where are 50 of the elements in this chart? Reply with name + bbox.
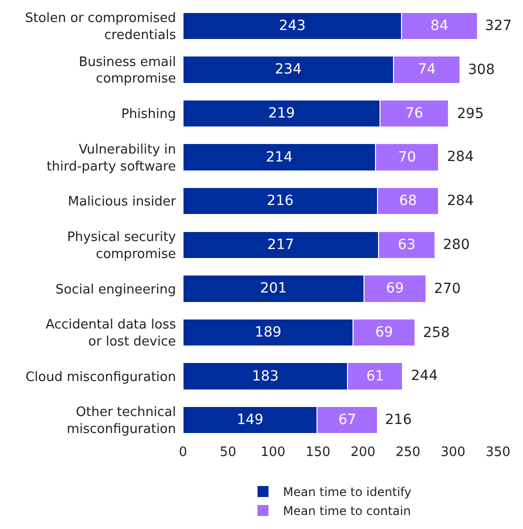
data-label: 183 xyxy=(252,368,279,384)
data-label: 217 xyxy=(267,236,294,253)
data-label: 243 xyxy=(278,18,306,34)
y-tick-label: Business email compromise xyxy=(78,54,176,87)
data-label: 189 xyxy=(254,324,282,340)
total-label: 280 xyxy=(443,237,470,253)
x-tick-label: 100 xyxy=(260,445,286,460)
data-label: 149 xyxy=(236,412,264,428)
x-tick-label: 0 xyxy=(178,445,188,460)
data-label: 214 xyxy=(266,149,293,166)
x-tick-label: 50 xyxy=(220,445,236,460)
data-label: 70 xyxy=(398,149,416,166)
data-label: 67 xyxy=(338,412,356,428)
data-label: 219 xyxy=(268,106,295,122)
total-label: 244 xyxy=(411,368,438,384)
x-tick-label: 250 xyxy=(396,445,420,460)
y-tick-label: Accidental data loss or lost device xyxy=(46,318,176,350)
total-label: 258 xyxy=(423,325,450,341)
data-label: 84 xyxy=(430,18,448,34)
legend-label: Mean time to contain xyxy=(283,504,411,518)
y-tick-label: Physical security compromise xyxy=(67,230,176,262)
y-tick-label: Social engineering xyxy=(56,282,176,298)
x-tick-label: 200 xyxy=(350,445,376,460)
total-label: 284 xyxy=(447,193,474,209)
y-tick-label: Other technical misconfiguration xyxy=(66,405,176,438)
data-label: 216 xyxy=(266,193,294,210)
data-label: 63 xyxy=(398,236,416,253)
total-label: 295 xyxy=(457,106,484,122)
data-label: 76 xyxy=(405,106,424,122)
data-label: 61 xyxy=(366,368,384,384)
data-label: 201 xyxy=(260,280,287,297)
total-label: 327 xyxy=(485,18,512,34)
x-tick-label: 350 xyxy=(486,445,510,460)
total-label: 308 xyxy=(468,62,495,78)
data-label: 69 xyxy=(375,324,394,340)
y-tick-label: Stolen or compromised credentials xyxy=(24,11,176,43)
total-label: 284 xyxy=(447,149,474,165)
data-label: 234 xyxy=(274,62,302,78)
x-tick-label: 300 xyxy=(440,445,466,460)
data-label: 74 xyxy=(418,62,436,78)
y-tick-label: Phishing xyxy=(121,107,176,122)
x-tick-label: 150 xyxy=(306,445,330,460)
total-label: 216 xyxy=(385,412,412,428)
data-label: 68 xyxy=(399,193,417,210)
legend-label: Mean time to identify xyxy=(283,485,412,500)
y-tick-label: Malicious insider xyxy=(68,194,177,210)
y-tick-label: Vulnerability in third-party software xyxy=(46,142,176,174)
y-tick-label: Cloud misconfiguration xyxy=(25,370,176,385)
data-label: 69 xyxy=(386,280,404,297)
total-label: 270 xyxy=(434,281,461,297)
